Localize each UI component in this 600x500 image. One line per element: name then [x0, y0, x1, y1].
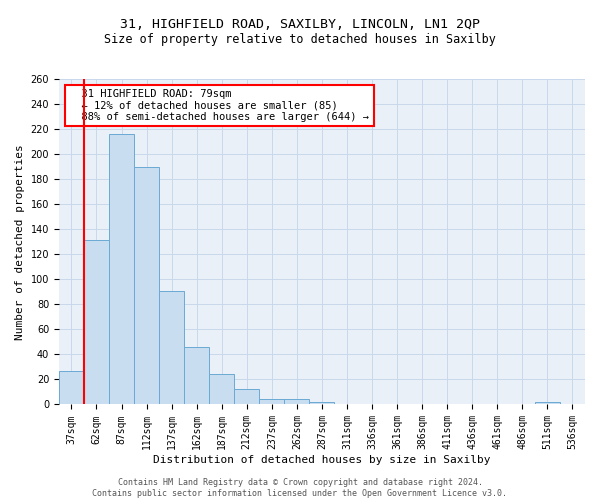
Bar [259, 400, 284, 404]
Bar [184, 347, 209, 405]
Bar [284, 400, 310, 404]
Text: Contains HM Land Registry data © Crown copyright and database right 2024.
Contai: Contains HM Land Registry data © Crown c… [92, 478, 508, 498]
Bar [84, 240, 109, 404]
Bar [134, 166, 159, 404]
Text: 31, HIGHFIELD ROAD, SAXILBY, LINCOLN, LN1 2QP: 31, HIGHFIELD ROAD, SAXILBY, LINCOLN, LN… [120, 18, 480, 30]
Bar [310, 402, 334, 404]
Bar [59, 370, 84, 404]
Bar [109, 134, 134, 404]
Y-axis label: Number of detached properties: Number of detached properties [15, 144, 25, 340]
X-axis label: Distribution of detached houses by size in Saxilby: Distribution of detached houses by size … [153, 455, 491, 465]
Text: 31 HIGHFIELD ROAD: 79sqm
  ← 12% of detached houses are smaller (85)
  88% of se: 31 HIGHFIELD ROAD: 79sqm ← 12% of detach… [70, 89, 370, 122]
Bar [535, 402, 560, 404]
Text: Size of property relative to detached houses in Saxilby: Size of property relative to detached ho… [104, 32, 496, 46]
Bar [234, 390, 259, 404]
Bar [209, 374, 234, 404]
Bar [159, 290, 184, 405]
